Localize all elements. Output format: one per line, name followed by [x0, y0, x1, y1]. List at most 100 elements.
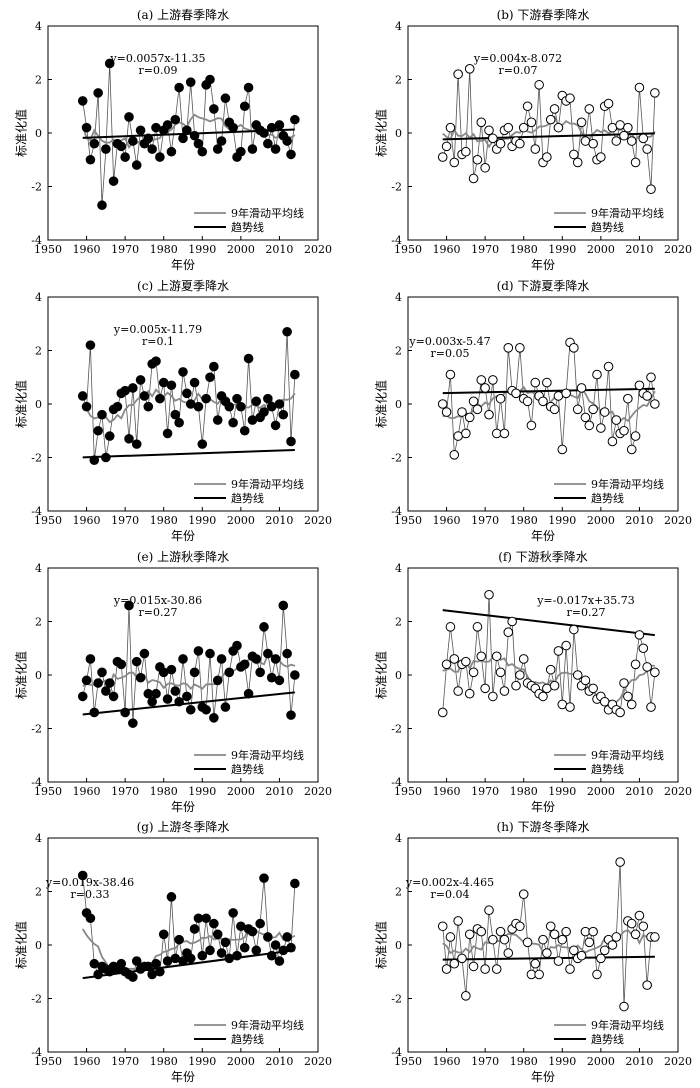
data-point [85, 654, 96, 664]
legend-ma-label: 9年滑动平均线 [591, 1018, 664, 1032]
y-tick-label: 0 [395, 398, 402, 411]
x-tick-label: 2010 [265, 1055, 293, 1068]
data-point [518, 889, 529, 899]
y-tick-label: -2 [391, 452, 402, 465]
data-point [193, 646, 204, 656]
data-point [572, 404, 583, 415]
x-axis-label: 年份 [171, 800, 195, 814]
x-tick-label: 2010 [625, 785, 653, 798]
y-tick-label: 4 [35, 562, 42, 575]
data-point [104, 431, 115, 441]
data-point [101, 686, 111, 696]
data-point [476, 117, 487, 128]
data-point [85, 340, 96, 350]
data-point [189, 130, 200, 141]
data-point [626, 444, 637, 455]
moving-average-line [442, 115, 656, 149]
data-point [453, 69, 463, 79]
data-point [484, 589, 494, 600]
data-point [228, 908, 238, 918]
y-tick-label: 0 [395, 127, 402, 140]
data-point [251, 945, 262, 956]
data-point [139, 648, 150, 659]
chart-title: (b) 下游春季降水 [497, 8, 590, 22]
legend-ma-label: 9年滑动平均线 [231, 1018, 304, 1032]
data-point [143, 133, 154, 144]
y-tick-label: -2 [31, 452, 42, 465]
data-point [212, 675, 223, 686]
data-point [580, 675, 591, 686]
x-tick-label: 2000 [227, 1055, 255, 1068]
data-point [197, 439, 208, 449]
x-tick-label: 1990 [188, 243, 216, 256]
data-point [518, 122, 529, 133]
data-point [503, 948, 514, 958]
y-tick-label: 2 [35, 616, 42, 629]
data-point [592, 969, 602, 980]
data-point [259, 407, 269, 417]
x-tick-label: 1960 [433, 1055, 461, 1068]
legend-ma-label: 9年滑动平均线 [591, 206, 664, 220]
data-point [205, 648, 215, 659]
y-tick-label: 0 [35, 127, 42, 140]
data-point [468, 667, 479, 678]
data-point [97, 409, 107, 420]
legend-ma-label: 9年滑动平均线 [231, 748, 304, 762]
data-point [286, 149, 296, 160]
data-point [178, 654, 188, 664]
data-point [650, 399, 660, 409]
data-point [553, 956, 564, 966]
data-point [182, 691, 192, 702]
data-point [472, 154, 483, 165]
data-point [599, 407, 610, 417]
data-point [530, 144, 541, 154]
data-point [553, 646, 564, 656]
correlation-coefficient: r=0.09 [139, 64, 178, 77]
data-point [155, 966, 165, 977]
data-point [542, 948, 552, 958]
data-point [549, 929, 560, 940]
data-point [255, 667, 265, 678]
data-point [538, 396, 548, 407]
data-point [182, 125, 192, 136]
data-point [290, 369, 300, 380]
data-point [166, 664, 177, 675]
data-point [626, 136, 637, 146]
regression-equation: y=0.003x-5.47 [408, 335, 490, 348]
y-tick-label: 4 [35, 291, 42, 304]
data-point [212, 929, 223, 940]
y-tick-label: 4 [395, 291, 402, 304]
x-tick-label: 2010 [265, 243, 293, 256]
x-tick-label: 1970 [471, 1055, 499, 1068]
data-point [128, 718, 138, 728]
data-point [437, 921, 448, 932]
data-point [630, 659, 641, 670]
data-point [511, 388, 521, 399]
data-point [128, 383, 138, 393]
x-tick-label: 1980 [150, 243, 178, 256]
x-axis-label: 年份 [171, 1070, 195, 1084]
data-point [515, 343, 525, 353]
y-tick-label: -2 [31, 723, 42, 736]
y-tick-label: 0 [35, 398, 42, 411]
data-point [251, 654, 262, 664]
data-point [638, 643, 649, 654]
data-point [472, 404, 483, 415]
x-tick-label: 2000 [227, 514, 255, 527]
chart-title: (d) 下游夏季降水 [497, 279, 590, 293]
data-point [151, 688, 161, 699]
data-point [193, 138, 204, 149]
data-point [441, 407, 452, 417]
data-point [174, 696, 184, 707]
data-point [464, 688, 475, 699]
data-point [131, 160, 142, 170]
data-point [630, 431, 641, 441]
legend-trend-label: 趋势线 [591, 762, 624, 776]
y-tick-label: 4 [35, 832, 42, 845]
y-tick-label: -4 [31, 1046, 42, 1059]
data-point [162, 120, 173, 130]
x-axis-label: 年份 [171, 529, 195, 543]
x-tick-label: 1960 [73, 514, 101, 527]
